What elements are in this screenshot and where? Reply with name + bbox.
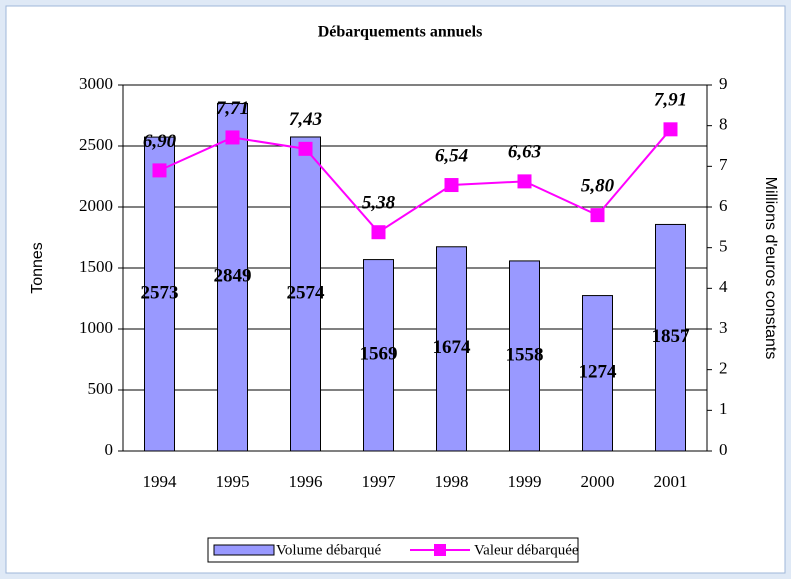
legend-swatch xyxy=(213,544,275,556)
y2-tick-label: 7 xyxy=(719,155,728,174)
line-value-label: 7,91 xyxy=(654,90,687,111)
line-marker xyxy=(225,130,240,145)
bar-value-label: 2573 xyxy=(141,282,179,303)
x-tick-label: 1999 xyxy=(508,472,542,491)
y-axis-label: Tonnes xyxy=(29,242,46,294)
line-value-label: 7,71 xyxy=(216,98,249,119)
x-tick-label: 2001 xyxy=(654,472,688,491)
line-value-label: 5,38 xyxy=(362,193,396,214)
bar-value-label: 1558 xyxy=(506,344,544,365)
line-series xyxy=(159,128,672,234)
y2-tick-label: 3 xyxy=(719,318,728,337)
y-tick-label: 1000 xyxy=(79,318,113,337)
y-tick-label: 2000 xyxy=(79,196,113,215)
line-value-label: 5,80 xyxy=(581,175,615,196)
bar xyxy=(582,295,613,452)
bar-value-label: 1674 xyxy=(433,337,472,358)
y-tick-label: 500 xyxy=(88,379,114,398)
y2-tick-label: 2 xyxy=(719,359,728,378)
y-tick-label: 3000 xyxy=(79,74,113,93)
line-value-label: 6,54 xyxy=(435,145,468,166)
bar xyxy=(144,136,175,452)
bar-value-label: 1569 xyxy=(360,344,398,365)
y2-tick-label: 4 xyxy=(719,277,728,296)
x-tick-label: 1996 xyxy=(289,472,323,491)
bar xyxy=(217,102,248,452)
bar xyxy=(290,136,321,452)
line-marker xyxy=(371,225,386,240)
line-marker xyxy=(444,178,459,193)
bar-value-label: 1274 xyxy=(579,362,618,383)
y-tick-label: 0 xyxy=(105,440,114,459)
line-marker xyxy=(298,141,313,156)
line-marker xyxy=(663,122,678,137)
bar xyxy=(655,223,686,452)
bar-value-label: 1857 xyxy=(652,326,691,347)
legend-label: Volume débarqué xyxy=(276,542,381,558)
y2-tick-label: 0 xyxy=(719,440,728,459)
y2-tick-label: 5 xyxy=(719,237,728,256)
y2-tick-label: 9 xyxy=(719,74,728,93)
line-marker xyxy=(517,174,532,189)
y2-tick-label: 8 xyxy=(719,115,728,134)
y2-tick-label: 6 xyxy=(719,196,728,215)
line-marker xyxy=(590,208,605,223)
x-tick-label: 2000 xyxy=(581,472,615,491)
x-tick-label: 1997 xyxy=(362,472,397,491)
x-tick-label: 1994 xyxy=(143,472,178,491)
legend-marker xyxy=(434,544,446,556)
line-value-label: 6,63 xyxy=(508,142,541,163)
bar xyxy=(509,260,540,452)
line-value-label: 7,43 xyxy=(289,109,322,130)
y-tick-label: 2500 xyxy=(79,135,113,154)
chart-title: Débarquements annuels xyxy=(318,24,483,41)
x-tick-label: 1995 xyxy=(216,472,250,491)
legend-label: Valeur débarquée xyxy=(474,542,579,558)
y2-tick-label: 1 xyxy=(719,399,728,418)
line-value-label: 6,90 xyxy=(143,131,177,152)
bar xyxy=(363,259,394,452)
bar-value-label: 2849 xyxy=(214,266,252,287)
bar xyxy=(436,246,467,452)
bar-value-label: 2574 xyxy=(287,282,326,303)
y-tick-label: 1500 xyxy=(79,257,113,276)
line-marker xyxy=(152,163,167,178)
x-tick-label: 1998 xyxy=(435,472,469,491)
y2-axis-label: Millions d'euros constants xyxy=(762,177,779,360)
